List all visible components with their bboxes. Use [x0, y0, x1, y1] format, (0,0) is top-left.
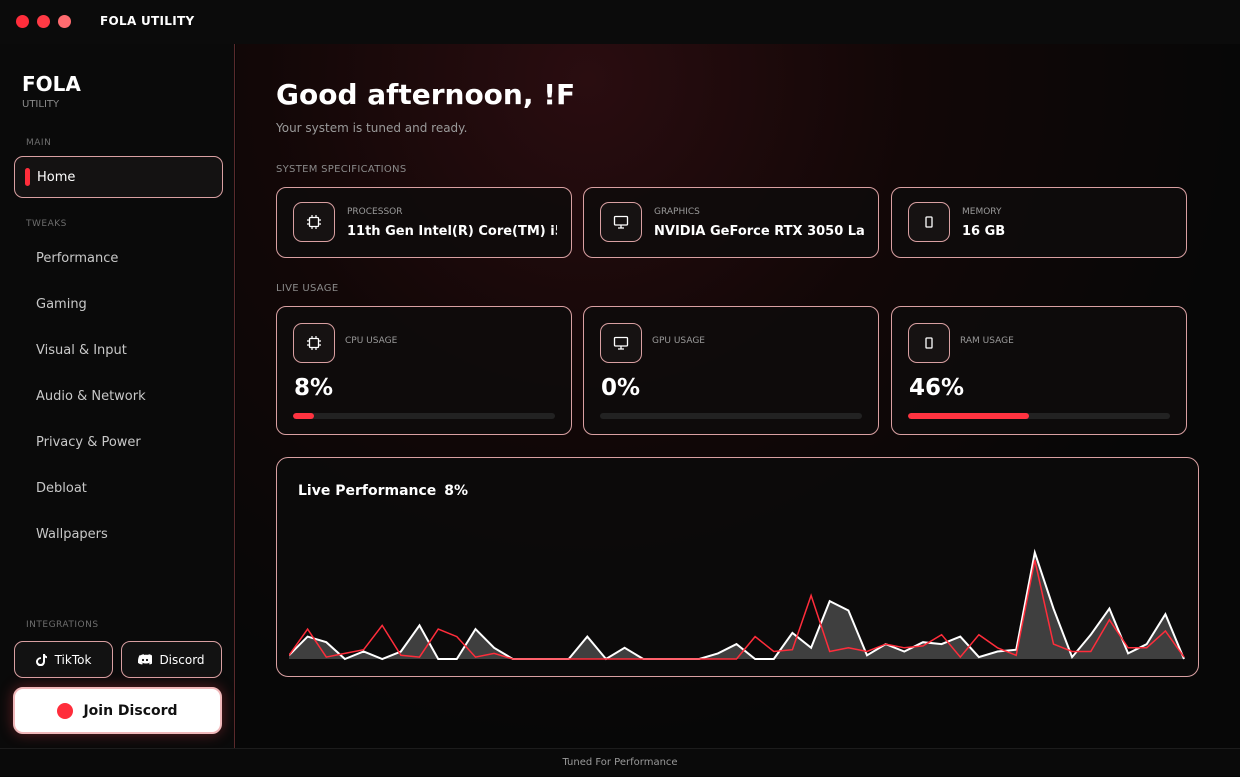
page-title: Good afternoon, !F: [276, 78, 576, 111]
section-label-main: MAIN: [26, 138, 52, 148]
join-discord-button[interactable]: Join Discord: [13, 687, 222, 734]
perf-title-label: Live Performance: [298, 483, 437, 499]
sidebar-item-home[interactable]: Home: [14, 156, 223, 198]
usage-progress-bar: [908, 413, 1170, 419]
spec-value: 16 GB: [962, 224, 1006, 239]
page-subtitle: Your system is tuned and ready.: [276, 121, 468, 135]
usage-card-gpu: GPU USAGE 0%: [583, 306, 879, 435]
close-window-button[interactable]: [16, 15, 29, 28]
monitor-icon: [600, 202, 642, 242]
live-performance-panel: Live Performance 8%: [276, 457, 1199, 677]
specs-section-label: SYSTEM SPECIFICATIONS: [276, 164, 407, 175]
memory-icon: [908, 323, 950, 363]
usage-progress-fill: [908, 413, 1029, 419]
spec-card-graphics: GRAPHICS NVIDIA GeForce RTX 3050 Laptop: [583, 187, 879, 258]
sidebar-item-audio-network[interactable]: Audio & Network: [36, 389, 146, 404]
spec-card-memory: MEMORY 16 GB: [891, 187, 1187, 258]
sidebar-item-gaming[interactable]: Gaming: [36, 297, 87, 312]
sidebar-item-privacy-power[interactable]: Privacy & Power: [36, 435, 141, 450]
section-label-integrations: INTEGRATIONS: [26, 620, 99, 630]
spec-key: MEMORY: [962, 207, 1002, 217]
sidebar-item-performance[interactable]: Performance: [36, 251, 119, 266]
minimize-window-button[interactable]: [37, 15, 50, 28]
spec-key: PROCESSOR: [347, 207, 403, 217]
sidebar-item-label: Home: [37, 169, 76, 185]
footer: Tuned For Performance: [0, 748, 1240, 776]
series-white-line: [289, 548, 1185, 661]
spec-value: NVIDIA GeForce RTX 3050 Laptop: [654, 224, 864, 239]
perf-title-value: 8%: [444, 483, 469, 499]
monitor-icon: [600, 323, 642, 363]
title-bar: FOLA UTILITY: [0, 0, 1240, 44]
live-performance-chart: [289, 548, 1185, 661]
sidebar-item-visual-input[interactable]: Visual & Input: [36, 343, 127, 358]
sidebar: FOLA UTILITY MAIN Home TWEAKS Performanc…: [0, 44, 235, 748]
memory-icon: [908, 202, 950, 242]
series-red-line: [289, 559, 1185, 660]
sidebar-item-wallpapers[interactable]: Wallpapers: [36, 527, 108, 542]
usage-progress-fill: [293, 413, 314, 419]
usage-value: 46%: [909, 375, 965, 401]
sidebar-item-debloat[interactable]: Debloat: [36, 481, 87, 496]
section-label-tweaks: TWEAKS: [26, 219, 67, 229]
cpu-icon: [293, 202, 335, 242]
record-dot-icon: [57, 702, 74, 719]
tiktok-label: TikTok: [54, 652, 92, 667]
usage-progress-bar: [600, 413, 862, 419]
app-title: FOLA UTILITY: [100, 14, 195, 28]
tiktok-icon: [35, 654, 47, 666]
discord-icon: [138, 654, 153, 665]
maximize-window-button[interactable]: [58, 15, 71, 28]
discord-button[interactable]: Discord: [121, 641, 222, 678]
brand-subtitle: UTILITY: [22, 99, 60, 110]
cpu-icon: [293, 323, 335, 363]
usage-key: RAM USAGE: [960, 336, 1014, 346]
active-indicator: [25, 168, 30, 186]
join-discord-label: Join Discord: [83, 702, 178, 719]
spec-value: 11th Gen Intel(R) Core(TM) i5-114: [347, 224, 557, 239]
usage-value: 8%: [294, 375, 334, 401]
usage-card-ram: RAM USAGE 46%: [891, 306, 1187, 435]
usage-key: GPU USAGE: [652, 336, 705, 346]
discord-label: Discord: [159, 652, 205, 667]
usage-card-cpu: CPU USAGE 8%: [276, 306, 572, 435]
spec-card-processor: PROCESSOR 11th Gen Intel(R) Core(TM) i5-…: [276, 187, 572, 258]
spec-key: GRAPHICS: [654, 207, 700, 217]
series-white-area: [289, 552, 1184, 659]
usage-key: CPU USAGE: [345, 336, 398, 346]
usage-progress-bar: [293, 413, 555, 419]
brand-logo: FOLA: [22, 72, 81, 96]
tiktok-button[interactable]: TikTok: [14, 641, 113, 678]
main-content: Good afternoon, !F Your system is tuned …: [236, 44, 1240, 748]
usage-section-label: LIVE USAGE: [276, 283, 339, 294]
usage-value: 0%: [601, 375, 641, 401]
perf-title: Live Performance 8%: [298, 483, 468, 499]
